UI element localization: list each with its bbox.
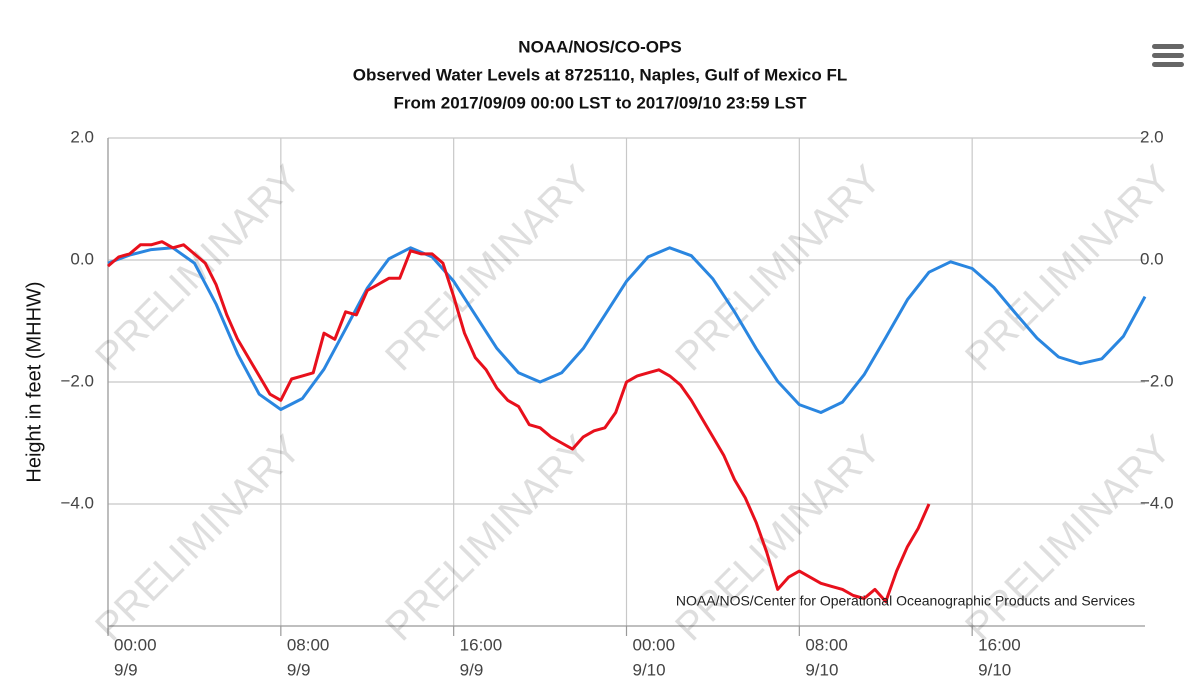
x-tick-label: 9/9: [114, 660, 138, 679]
x-tick-label: 16:00: [978, 635, 1021, 654]
watermark: PRELIMINARY: [667, 427, 889, 649]
watermark: PRELIMINARY: [377, 157, 599, 379]
y2-tick-label: 0.0: [1140, 249, 1164, 268]
watermark: PRELIMINARY: [667, 157, 889, 379]
credits: NOAA/NOS/Center for Operational Oceanogr…: [676, 593, 1135, 609]
x-tick-label: 00:00: [633, 635, 676, 654]
line-series: [107, 246, 1147, 414]
y-tick-label: 0.0: [70, 249, 94, 268]
y-tick-label: −4.0: [60, 493, 94, 512]
menu-bar[interactable]: [1152, 53, 1184, 58]
y2-tick-label: −2.0: [1140, 371, 1174, 390]
x-tick-label: 9/10: [633, 660, 666, 679]
x-tick-label: 08:00: [805, 635, 848, 654]
watermark: PRELIMINARY: [87, 427, 309, 649]
watermark: PRELIMINARY: [377, 427, 599, 649]
chart-subtitle: Observed Water Levels at 8725110, Naples…: [353, 65, 847, 84]
x-tick-label: 9/9: [287, 660, 311, 679]
chart-title: NOAA/NOS/CO-OPS: [518, 37, 681, 56]
y2-tick-label: −4.0: [1140, 493, 1174, 512]
x-tick-label: 9/10: [978, 660, 1011, 679]
y-tick-label: −2.0: [60, 371, 94, 390]
menu-button[interactable]: [1152, 44, 1184, 67]
watermark: PRELIMINARY: [957, 427, 1179, 649]
x-tick-label: 16:00: [460, 635, 503, 654]
menu-bar[interactable]: [1152, 44, 1184, 49]
x-tick-label: 9/9: [460, 660, 484, 679]
x-tick-label: 08:00: [287, 635, 330, 654]
y-tick-label: 2.0: [70, 127, 94, 146]
line-series: [107, 240, 931, 604]
chart-subtitle: From 2017/09/09 00:00 LST to 2017/09/10 …: [394, 93, 808, 112]
x-tick-label: 9/10: [805, 660, 838, 679]
x-tick-label: 00:00: [114, 635, 157, 654]
y-axis-label: Height in feet (MHHW): [23, 281, 45, 482]
menu-bar[interactable]: [1152, 62, 1184, 67]
y2-tick-label: 2.0: [1140, 127, 1164, 146]
